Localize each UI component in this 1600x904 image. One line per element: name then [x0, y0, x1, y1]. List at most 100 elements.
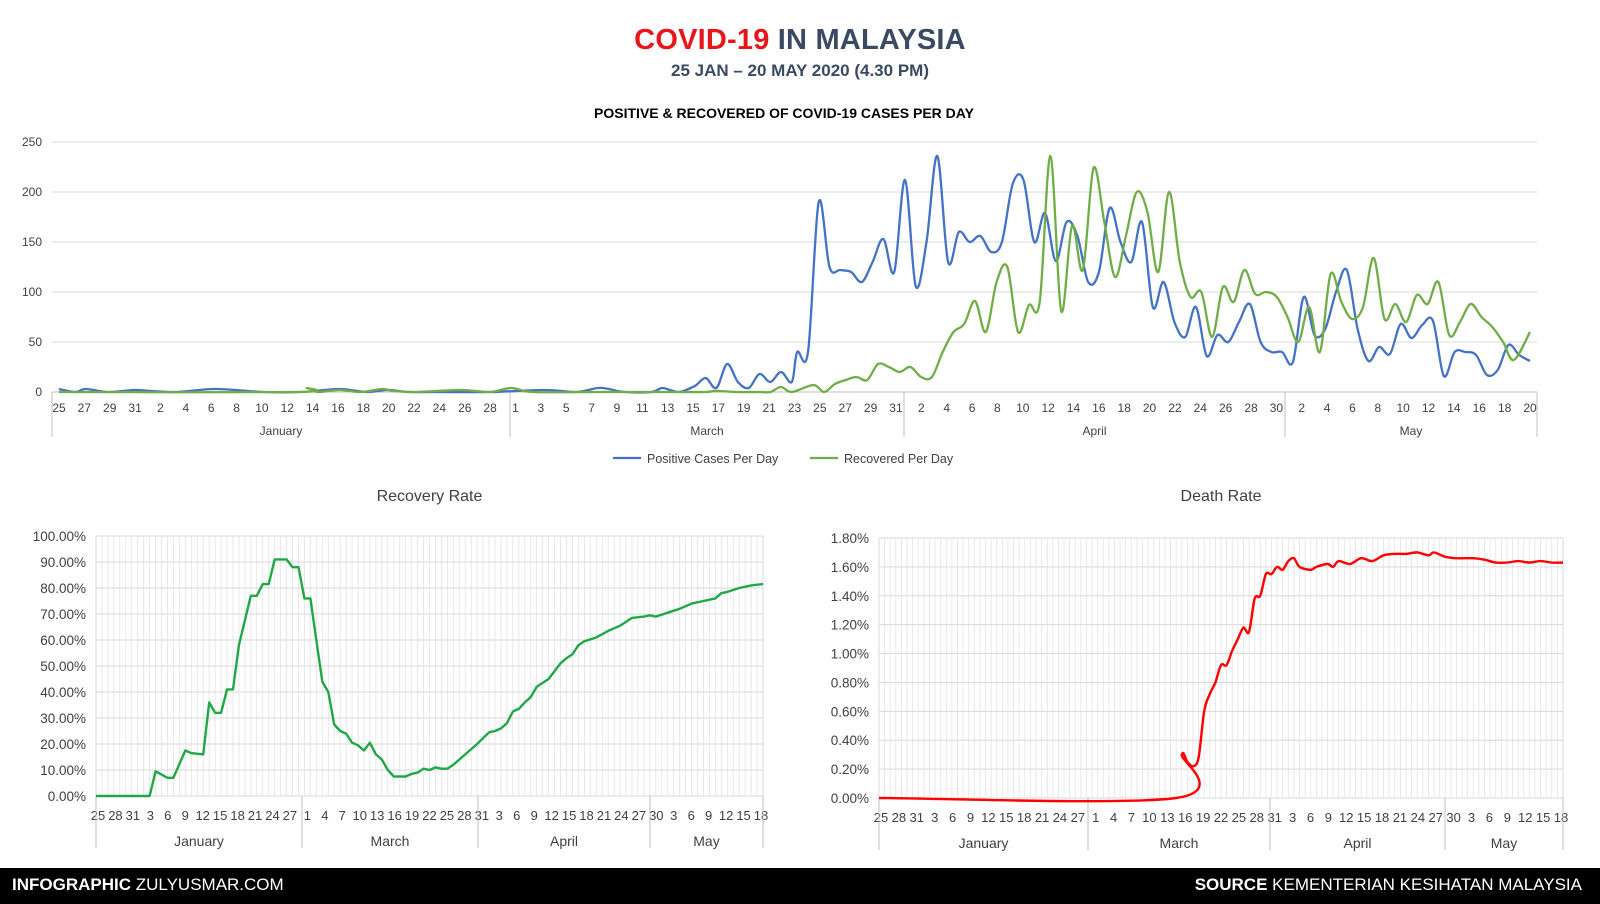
x-tick-label: 28: [457, 808, 471, 823]
y-tick-label: 0.80%: [831, 675, 869, 690]
x-tick-label: 28: [892, 810, 906, 825]
x-tick-label: 20: [1143, 401, 1157, 415]
x-tick-label: 21: [1035, 810, 1049, 825]
x-tick-label: 2: [1298, 401, 1305, 415]
recovery-rate-line: [96, 558, 764, 798]
x-tick-label: 15: [1357, 810, 1371, 825]
month-label: January: [959, 835, 1009, 851]
x-tick-label: 31: [1267, 810, 1281, 825]
x-tick-label: 7: [1128, 810, 1135, 825]
death-rate-line: [878, 551, 1564, 803]
y-tick-label: 0: [35, 385, 42, 399]
y-tick-label: 100.00%: [33, 529, 86, 544]
x-tick-label: 3: [670, 808, 677, 823]
y-tick-label: 0.40%: [831, 733, 869, 748]
x-tick-label: 12: [1339, 810, 1353, 825]
x-tick-label: 9: [1325, 810, 1332, 825]
footer-credit: INFOGRAPHIC ZULYUSMAR.COM: [12, 868, 284, 902]
x-tick-label: 24: [1194, 401, 1208, 415]
x-tick-label: 16: [387, 808, 401, 823]
x-tick-label: 6: [208, 401, 215, 415]
footer-credit-label: INFOGRAPHIC: [12, 875, 131, 894]
y-tick-label: 150: [22, 235, 42, 249]
x-tick-label: 18: [357, 401, 371, 415]
x-tick-label: 6: [969, 401, 976, 415]
x-tick-label: 31: [126, 808, 140, 823]
footer-source: SOURCE KEMENTERIAN KESIHATAN MALAYSIA: [1195, 868, 1582, 902]
recovery-rate-chart: Recovery Rate 0.00% 10.00% 20.00% 30.00% 40.0…: [33, 490, 769, 849]
x-tick-label: 27: [632, 808, 646, 823]
x-tick-label: 21: [762, 401, 776, 415]
x-tick-label: 6: [1486, 810, 1493, 825]
x-tick-label: 17: [712, 401, 726, 415]
x-tick-label: 18: [1118, 401, 1132, 415]
month-label: March: [371, 833, 410, 849]
x-tick-label: 23: [788, 401, 802, 415]
y-tick-label: 90.00%: [40, 555, 86, 570]
x-tick-label: 9: [705, 808, 712, 823]
x-tick-label: 2: [157, 401, 164, 415]
x-tick-label: 24: [1053, 810, 1067, 825]
x-tick-label: 15: [213, 808, 227, 823]
month-label: April: [1343, 835, 1371, 851]
x-tick-label: 18: [1554, 810, 1568, 825]
x-tick-label: 25: [91, 808, 105, 823]
x-tick-label: 9: [967, 810, 974, 825]
x-tick-label: 28: [108, 808, 122, 823]
x-tick-label: 12: [719, 808, 733, 823]
y-tick-label: 0.00%: [831, 791, 869, 806]
x-tick-label: 14: [1067, 401, 1081, 415]
y-tick-label: 60.00%: [40, 633, 86, 648]
death-rate-chart: Death Rate 0.00% 0.20% 0.40% 0.60% 0.80% 1.00%…: [831, 490, 1569, 851]
x-tick-label: 10: [1016, 401, 1030, 415]
x-tick-label: 27: [283, 808, 297, 823]
x-tick-label: 25: [52, 401, 66, 415]
x-tick-label: 19: [737, 401, 751, 415]
x-tick-label: 3: [931, 810, 938, 825]
x-tick-label: 20: [382, 401, 396, 415]
x-tick-label: 18: [1017, 810, 1031, 825]
x-tick-label: 13: [1160, 810, 1174, 825]
x-tick-label: 3: [147, 808, 154, 823]
month-label: April: [550, 833, 578, 849]
footer-credit-site: ZULYUSMAR.COM: [131, 875, 284, 894]
y-tick-label: 100: [22, 285, 42, 299]
y-tick-label: 1.20%: [831, 618, 869, 633]
x-tick-label: 1: [1092, 810, 1099, 825]
y-tick-label: 50.00%: [40, 659, 86, 674]
x-tick-label: 6: [513, 808, 520, 823]
month-label: January: [260, 424, 303, 438]
x-tick-label: 24: [433, 401, 447, 415]
y-tick-label: 1.40%: [831, 589, 869, 604]
chart-title: POSITIVE & RECOVERED OF COVID-19 CASES P…: [594, 105, 975, 121]
x-tick-label: 10: [1142, 810, 1156, 825]
x-tick-label: 4: [943, 401, 950, 415]
x-tick-label: 15: [736, 808, 750, 823]
x-tick-label: 28: [1244, 401, 1258, 415]
recovered-line: [58, 154, 1532, 394]
chart-title: Death Rate: [1181, 490, 1262, 505]
positive-cases-line: [58, 154, 1531, 394]
y-tick-label: 0.20%: [831, 762, 869, 777]
x-tick-label: 27: [1429, 810, 1443, 825]
x-tick-label: 9: [1504, 810, 1511, 825]
x-tick-label: 13: [370, 808, 384, 823]
x-tick-label: 16: [1473, 401, 1487, 415]
x-tick-label: 26: [1219, 401, 1233, 415]
x-tick-label: 21: [248, 808, 262, 823]
x-tick-label: 18: [579, 808, 593, 823]
x-tick-label: 13: [661, 401, 675, 415]
x-tick-label: 27: [78, 401, 92, 415]
x-tick-label: 10: [352, 808, 366, 823]
x-tick-label: 30: [649, 808, 663, 823]
x-tick-label: 6: [688, 808, 695, 823]
x-tick-label: 12: [1422, 401, 1436, 415]
x-tick-label: 11: [636, 401, 649, 415]
x-tick-label: 8: [1374, 401, 1381, 415]
x-tick-label: 4: [1110, 810, 1117, 825]
x-tick-label: 18: [1498, 401, 1512, 415]
x-tick-label: 18: [754, 808, 768, 823]
x-tick-label: 9: [614, 401, 621, 415]
y-tick-label: 0.00%: [48, 789, 86, 804]
x-tick-label: 29: [864, 401, 878, 415]
